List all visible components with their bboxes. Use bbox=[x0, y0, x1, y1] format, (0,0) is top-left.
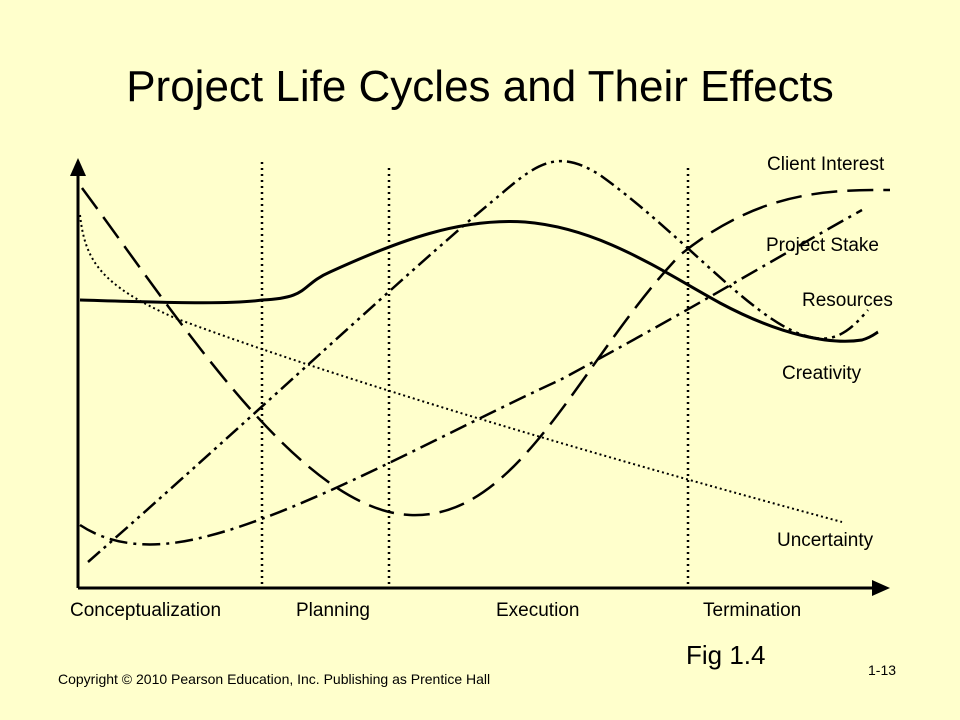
client-interest-curve bbox=[80, 187, 891, 517]
figure-label: Fig 1.4 bbox=[686, 640, 766, 670]
copyright-notice: Copyright © 2010 Pearson Education, Inc.… bbox=[58, 671, 491, 687]
phase-label-execution: Execution bbox=[496, 600, 580, 621]
x-axis-arrow bbox=[872, 580, 890, 596]
client-interest-label: Client Interest bbox=[767, 154, 885, 175]
resources-label: Resources bbox=[802, 290, 893, 311]
project-stake-label: Project Stake bbox=[766, 235, 879, 256]
uncertainty-label: Uncertainty bbox=[777, 530, 874, 551]
uncertainty-curve bbox=[79, 214, 843, 523]
slide-number: 1-13 bbox=[868, 662, 897, 678]
creativity-curve bbox=[79, 220, 879, 343]
y-axis-arrow bbox=[70, 158, 86, 176]
creativity-label: Creativity bbox=[782, 363, 862, 384]
phase-label-planning: Planning bbox=[296, 600, 370, 621]
phase-label-termination: Termination bbox=[703, 600, 802, 621]
project-stake-curve bbox=[79, 208, 863, 546]
phase-label-conceptualization: Conceptualization bbox=[70, 600, 222, 621]
resources-curve bbox=[87, 160, 869, 563]
slide-title: Project Life Cycles and Their Effects bbox=[126, 62, 834, 111]
